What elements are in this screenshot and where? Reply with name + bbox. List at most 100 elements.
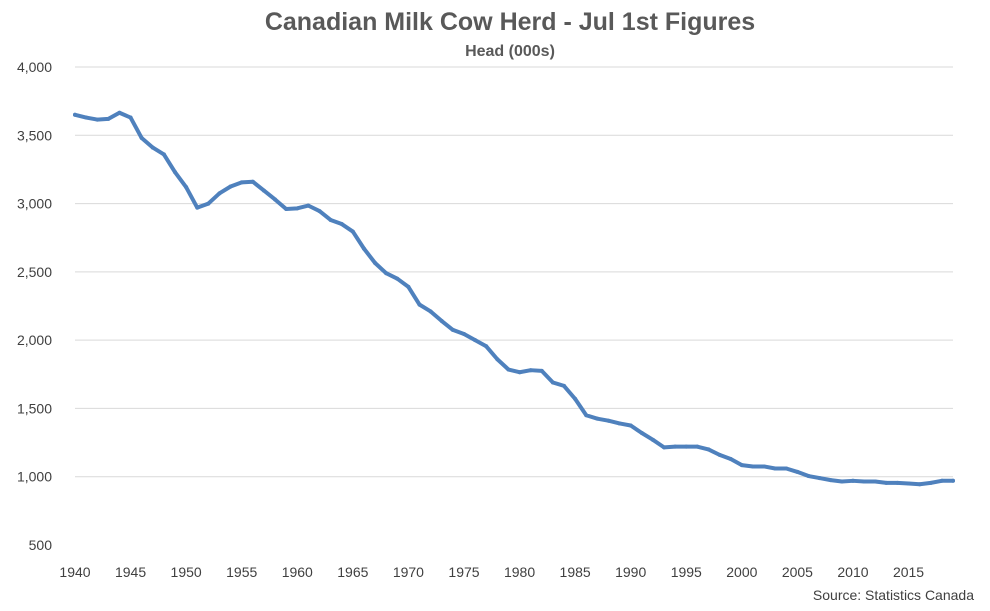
- data-point: [917, 482, 922, 487]
- data-point: [728, 456, 733, 461]
- data-point: [406, 284, 411, 289]
- x-tick-label: 2010: [837, 564, 868, 580]
- data-point: [850, 478, 855, 483]
- data-point: [839, 479, 844, 484]
- data-point: [106, 116, 111, 121]
- data-point: [206, 201, 211, 206]
- data-point: [639, 431, 644, 436]
- data-point: [939, 478, 944, 483]
- data-point: [173, 170, 178, 175]
- data-point: [828, 478, 833, 483]
- y-tick-label: 500: [29, 537, 53, 553]
- data-point: [150, 145, 155, 150]
- data-point: [273, 197, 278, 202]
- data-point: [139, 136, 144, 141]
- x-tick-label: 2000: [726, 564, 757, 580]
- x-tick-label: 1995: [671, 564, 702, 580]
- data-point: [317, 209, 322, 214]
- data-point: [951, 478, 955, 483]
- data-point: [662, 445, 667, 450]
- data-point: [528, 368, 533, 373]
- data-point: [239, 180, 244, 185]
- data-point: [328, 217, 333, 222]
- data-point: [584, 413, 589, 418]
- data-point: [295, 206, 300, 211]
- data-point: [428, 309, 433, 314]
- data-point: [928, 480, 933, 485]
- data-point: [128, 115, 133, 120]
- data-point: [628, 423, 633, 428]
- data-point: [606, 418, 611, 423]
- series-line: [73, 110, 955, 487]
- data-point: [73, 112, 77, 117]
- data-point: [350, 229, 355, 234]
- data-point: [550, 380, 555, 385]
- data-point: [873, 479, 878, 484]
- y-tick-label: 4,000: [17, 59, 52, 75]
- data-point: [739, 463, 744, 468]
- data-point: [195, 205, 200, 210]
- data-point: [895, 480, 900, 485]
- x-tick-label: 1970: [393, 564, 424, 580]
- data-point: [573, 396, 578, 401]
- data-point: [473, 338, 478, 343]
- series-layer: [73, 110, 955, 487]
- x-tick-label: 2015: [893, 564, 924, 580]
- source-note: Source: Statistics Canada: [812, 587, 974, 603]
- data-point: [650, 437, 655, 442]
- data-point: [306, 203, 311, 208]
- x-tick-label: 2005: [782, 564, 813, 580]
- data-point: [884, 480, 889, 485]
- data-point: [817, 476, 822, 481]
- data-point: [284, 207, 289, 212]
- data-point: [395, 276, 400, 281]
- data-point: [717, 452, 722, 457]
- data-point: [484, 344, 489, 349]
- data-point: [261, 188, 266, 193]
- data-point: [562, 383, 567, 388]
- data-point: [228, 184, 233, 189]
- data-point: [706, 447, 711, 452]
- data-point: [161, 152, 166, 157]
- x-tick-label: 1980: [504, 564, 535, 580]
- data-point: [184, 185, 189, 190]
- data-point: [361, 246, 366, 251]
- x-axis-tick-labels: 1940 1945 1950 1955 1960 1965 1970 1975 1980 1985…: [59, 564, 924, 580]
- chart-title: Canadian Milk Cow Herd - Jul 1st Figures: [264, 8, 756, 36]
- x-tick-label: 1965: [337, 564, 368, 580]
- data-point: [450, 327, 455, 332]
- data-point: [495, 357, 500, 362]
- data-point: [373, 260, 378, 265]
- data-point: [673, 444, 678, 449]
- data-point: [684, 444, 689, 449]
- chart-subtitle: Head (000s): [465, 43, 555, 60]
- data-point: [773, 466, 778, 471]
- x-tick-label: 1950: [171, 564, 202, 580]
- data-point: [417, 302, 422, 307]
- y-tick-label: 2,500: [17, 264, 52, 280]
- data-point: [906, 481, 911, 486]
- y-tick-label: 2,000: [17, 332, 52, 348]
- y-tick-label: 3,000: [17, 196, 52, 212]
- data-point: [762, 464, 767, 469]
- y-tick-label: 1,500: [17, 400, 52, 416]
- x-tick-label: 1945: [115, 564, 146, 580]
- data-point: [506, 367, 511, 372]
- data-point: [339, 222, 344, 227]
- data-point: [250, 179, 255, 184]
- data-point: [461, 332, 466, 336]
- data-point: [84, 115, 89, 120]
- data-point: [217, 191, 222, 196]
- data-point: [784, 466, 789, 471]
- data-point: [795, 469, 800, 474]
- y-axis-tick-labels: 500 1,000 1,500 2,000 2,500 3,000 3,500 4,000: [17, 59, 52, 553]
- data-point: [595, 416, 600, 421]
- x-tick-label: 1985: [560, 564, 591, 580]
- data-point: [539, 368, 544, 373]
- data-point: [617, 421, 622, 426]
- x-tick-label: 1990: [615, 564, 646, 580]
- y-tick-label: 3,500: [17, 127, 52, 143]
- data-point: [517, 370, 522, 375]
